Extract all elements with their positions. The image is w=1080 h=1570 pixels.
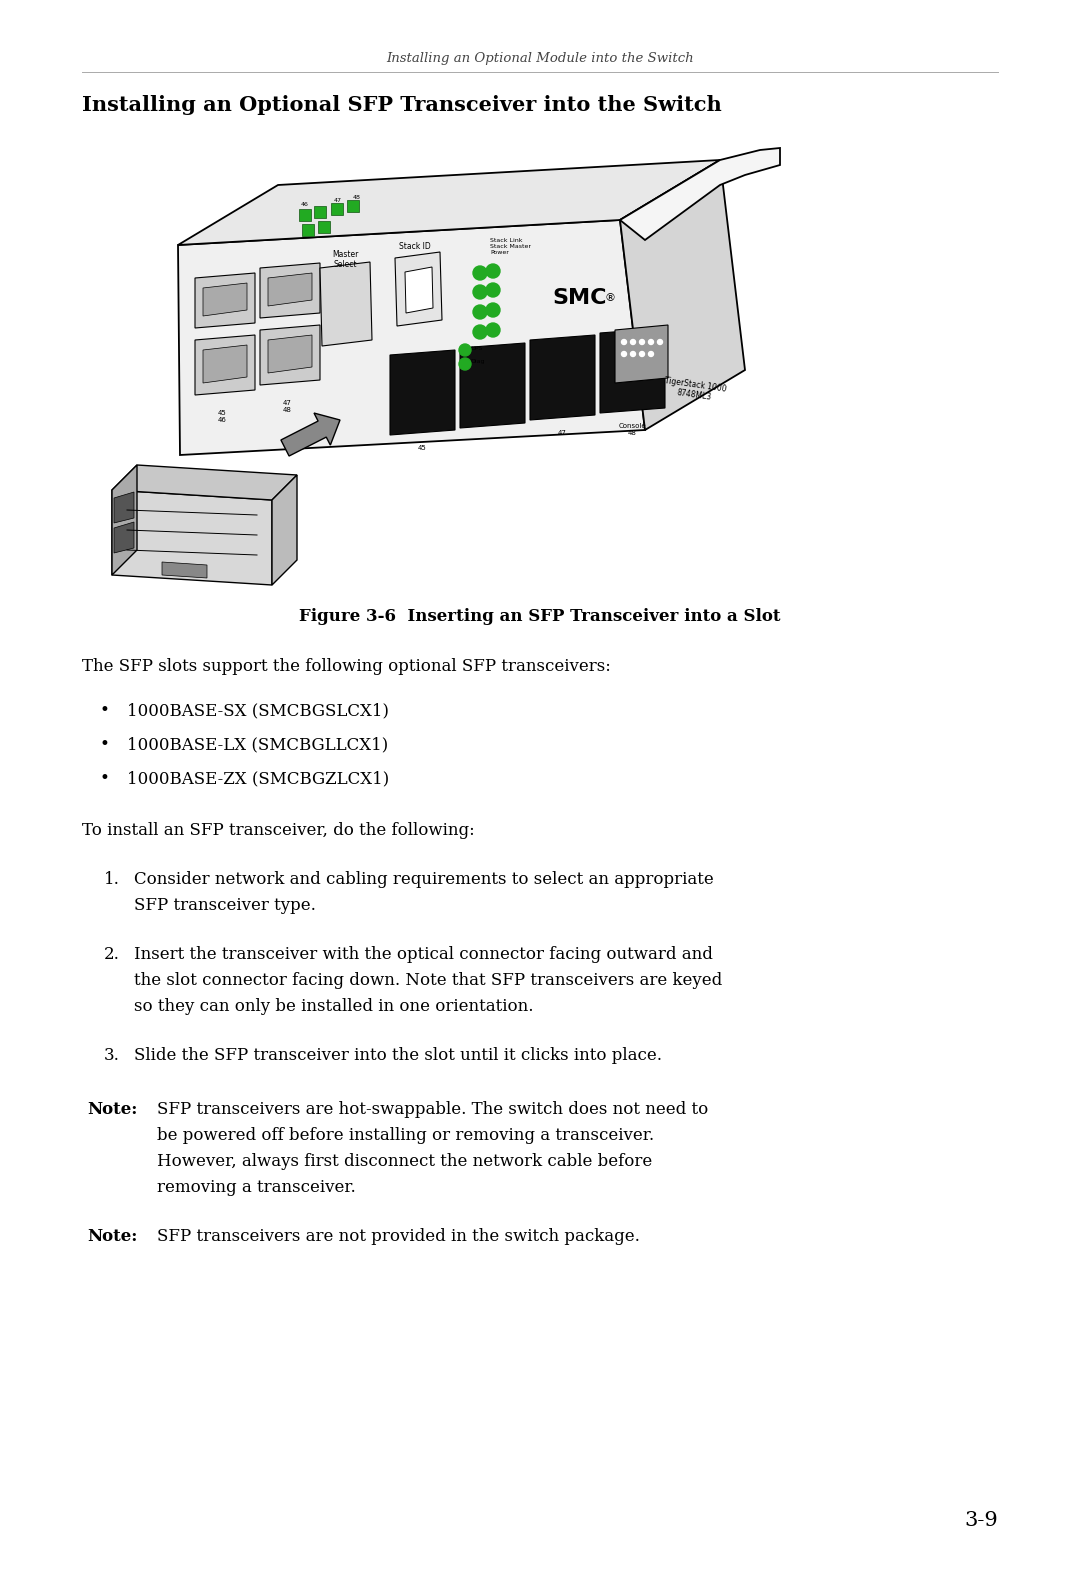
Text: Note:: Note: (87, 1228, 137, 1245)
Text: However, always first disconnect the network cable before: However, always first disconnect the net… (157, 1152, 652, 1170)
Circle shape (486, 323, 500, 338)
Circle shape (648, 352, 653, 356)
Text: the slot connector facing down. Note that SFP transceivers are keyed: the slot connector facing down. Note tha… (134, 972, 723, 989)
Text: 1000BASE-SX (SMCBGSLCX1): 1000BASE-SX (SMCBGSLCX1) (127, 702, 389, 719)
Circle shape (621, 352, 626, 356)
Polygon shape (268, 273, 312, 306)
Bar (302, 225, 314, 236)
Polygon shape (600, 328, 665, 413)
Text: •: • (100, 769, 110, 787)
Circle shape (639, 339, 645, 344)
Polygon shape (195, 334, 255, 396)
Circle shape (648, 339, 653, 344)
Circle shape (631, 352, 635, 356)
Text: Consider network and cabling requirements to select an appropriate: Consider network and cabling requirement… (134, 871, 714, 889)
Polygon shape (203, 345, 247, 383)
Polygon shape (272, 476, 297, 586)
Circle shape (473, 305, 487, 319)
Polygon shape (395, 253, 442, 327)
Circle shape (658, 339, 662, 344)
Text: 46: 46 (301, 203, 309, 207)
Text: SFP transceivers are not provided in the switch package.: SFP transceivers are not provided in the… (157, 1228, 639, 1245)
Circle shape (473, 325, 487, 339)
Text: Note:: Note: (87, 1101, 137, 1118)
Circle shape (631, 339, 635, 344)
Text: DPS: DPS (470, 345, 483, 350)
Bar (299, 209, 311, 221)
Text: 47
48: 47 48 (283, 400, 292, 413)
Polygon shape (112, 465, 137, 575)
Polygon shape (460, 342, 525, 429)
Text: 3.: 3. (104, 1047, 120, 1064)
Bar (330, 203, 343, 215)
Text: SMC: SMC (553, 287, 607, 308)
Bar (318, 221, 330, 232)
Text: •: • (100, 736, 110, 754)
Circle shape (459, 344, 471, 356)
Polygon shape (390, 350, 455, 435)
Text: Insert the transceiver with the optical connector facing outward and: Insert the transceiver with the optical … (134, 947, 713, 962)
Circle shape (639, 352, 645, 356)
Text: 48: 48 (353, 195, 361, 199)
Circle shape (621, 339, 626, 344)
Polygon shape (178, 220, 645, 455)
FancyArrow shape (281, 413, 340, 455)
Polygon shape (620, 148, 780, 240)
Text: 2.: 2. (104, 947, 120, 962)
Polygon shape (162, 562, 207, 578)
Text: To install an SFP transceiver, do the following:: To install an SFP transceiver, do the fo… (82, 823, 475, 838)
Bar (314, 206, 326, 218)
Text: Slide the SFP transceiver into the slot until it clicks into place.: Slide the SFP transceiver into the slot … (134, 1047, 662, 1064)
Text: SFP transceiver type.: SFP transceiver type. (134, 896, 315, 914)
Text: 45: 45 (418, 444, 427, 451)
Polygon shape (260, 325, 320, 385)
Polygon shape (268, 334, 312, 374)
Polygon shape (178, 160, 720, 245)
Circle shape (486, 303, 500, 317)
Text: so they can only be installed in one orientation.: so they can only be installed in one ori… (134, 999, 534, 1014)
Circle shape (473, 286, 487, 298)
Text: 1.: 1. (104, 871, 120, 889)
Polygon shape (320, 262, 372, 345)
Polygon shape (114, 491, 134, 523)
Polygon shape (260, 264, 320, 319)
Polygon shape (620, 160, 745, 430)
Text: 1000BASE-LX (SMCBGLLCX1): 1000BASE-LX (SMCBGLLCX1) (127, 736, 388, 754)
Text: be powered off before installing or removing a transceiver.: be powered off before installing or remo… (157, 1127, 654, 1145)
Text: •: • (100, 702, 110, 719)
Text: ®: ® (604, 294, 615, 303)
Polygon shape (530, 334, 595, 421)
Circle shape (486, 283, 500, 297)
Polygon shape (203, 283, 247, 316)
Polygon shape (405, 267, 433, 312)
Circle shape (486, 264, 500, 278)
Text: Console
48: Console 48 (618, 422, 646, 436)
Text: SFP transceivers are hot-swappable. The switch does not need to: SFP transceivers are hot-swappable. The … (157, 1101, 708, 1118)
Text: 3-9: 3-9 (964, 1510, 998, 1531)
Text: Stack Link
Stack Master
Power: Stack Link Stack Master Power (490, 239, 531, 254)
Text: TigerStack 1000
8748ML3: TigerStack 1000 8748ML3 (663, 377, 727, 403)
Polygon shape (615, 325, 669, 383)
Text: Diag: Diag (470, 360, 485, 364)
Text: removing a transceiver.: removing a transceiver. (157, 1179, 355, 1196)
Text: 47: 47 (334, 198, 342, 203)
Circle shape (473, 265, 487, 279)
Bar (347, 199, 359, 212)
Text: 1000BASE-ZX (SMCBGZLCX1): 1000BASE-ZX (SMCBGZLCX1) (127, 769, 389, 787)
Text: Installing an Optional Module into the Switch: Installing an Optional Module into the S… (387, 52, 693, 64)
Circle shape (459, 358, 471, 371)
Polygon shape (112, 490, 272, 586)
Text: Stack ID: Stack ID (400, 242, 431, 251)
Polygon shape (114, 521, 134, 553)
Text: 47: 47 (557, 430, 566, 436)
Text: The SFP slots support the following optional SFP transceivers:: The SFP slots support the following opti… (82, 658, 611, 675)
Text: Installing an Optional SFP Transceiver into the Switch: Installing an Optional SFP Transceiver i… (82, 96, 721, 115)
Text: Figure 3-6  Inserting an SFP Transceiver into a Slot: Figure 3-6 Inserting an SFP Transceiver … (299, 608, 781, 625)
Text: 45
46: 45 46 (217, 410, 227, 422)
Polygon shape (112, 465, 297, 499)
Text: Master
Select: Master Select (332, 250, 359, 270)
Polygon shape (195, 273, 255, 328)
